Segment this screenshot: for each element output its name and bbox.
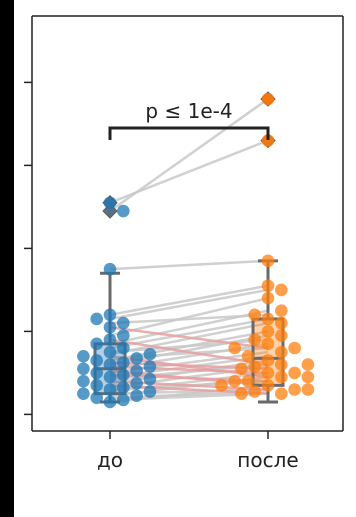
before-point-8 (90, 379, 103, 392)
before-point-9 (130, 376, 143, 390)
after-point-3 (275, 370, 288, 384)
before-point-16 (77, 362, 90, 376)
before-point-27 (103, 333, 117, 347)
after-point-19 (235, 362, 248, 376)
plot-area (77, 91, 315, 409)
pair-line-35 (109, 97, 269, 213)
significance-bracket (108, 126, 270, 141)
before-point-23 (143, 347, 157, 361)
after-point-28 (261, 291, 275, 305)
before-point-11 (143, 372, 157, 386)
x-tick-label-0: до (97, 448, 123, 472)
after-point-16 (261, 337, 275, 351)
before-point-14 (90, 366, 103, 380)
before-point-29 (103, 320, 117, 334)
before-point-24 (103, 345, 117, 359)
before-point-33 (103, 262, 117, 276)
before-point-35 (117, 204, 130, 218)
before-point-20 (90, 354, 103, 367)
x-axis: до после (32, 15, 343, 472)
after-point-4 (288, 383, 301, 396)
before-point-7 (117, 381, 130, 394)
pair-line-27 (109, 338, 269, 366)
before-point-31 (90, 312, 103, 326)
before-point-25 (117, 341, 130, 355)
y-axis (24, 16, 344, 431)
before-point-3 (130, 389, 143, 403)
after-point-25 (261, 312, 275, 326)
left-edge-bar (0, 0, 14, 517)
after-point-18 (275, 329, 288, 342)
pair-line-24 (109, 338, 269, 354)
x-tick-label-1: после (237, 448, 298, 472)
before-point-34 (103, 196, 117, 210)
after-point-32 (261, 279, 275, 293)
after-point-30 (248, 308, 261, 322)
before-point-26 (90, 337, 103, 351)
before-point-15 (130, 364, 143, 378)
pair-line-33 (109, 259, 269, 271)
before-point-18 (103, 358, 117, 371)
significance-label: p ≤ 1e-4 (145, 99, 232, 123)
after-point-15 (215, 379, 228, 392)
after-point-22 (301, 370, 315, 384)
after-point-35 (261, 92, 275, 106)
before-point-32 (103, 308, 117, 322)
after-point-7 (248, 360, 261, 373)
after-point-26 (275, 304, 288, 317)
pair-line-31 (109, 288, 269, 321)
after-point-34 (261, 134, 275, 147)
after-point-23 (275, 316, 288, 330)
after-point-8 (235, 387, 248, 400)
before-point-0 (103, 395, 117, 409)
pair-line-32 (109, 284, 269, 317)
before-point-6 (103, 383, 117, 396)
before-point-30 (117, 316, 130, 330)
before-point-1 (117, 393, 130, 407)
before-point-10 (77, 374, 90, 388)
after-point-0 (261, 379, 275, 392)
after-point-5 (261, 366, 275, 380)
after-point-17 (288, 366, 301, 380)
after-point-9 (261, 354, 275, 367)
before-point-19 (117, 356, 130, 369)
pair-line-28 (109, 296, 269, 337)
before-point-4 (77, 387, 90, 400)
before-point-21 (130, 352, 143, 365)
after-point-10 (301, 383, 315, 396)
after-point-11 (275, 358, 288, 371)
after-point-31 (275, 283, 288, 297)
before-point-5 (143, 385, 157, 398)
before-point-2 (90, 391, 103, 405)
after-point-2 (248, 385, 261, 398)
pair-line-29 (109, 326, 269, 350)
after-point-13 (228, 374, 242, 388)
after-point-27 (301, 358, 315, 371)
pair-line-30 (109, 313, 269, 325)
before-point-12 (103, 370, 117, 384)
before-point-13 (117, 368, 130, 382)
before-point-28 (117, 329, 130, 342)
significance-annotation: p ≤ 1e-4 (108, 99, 270, 141)
after-point-29 (228, 341, 242, 355)
after-point-12 (241, 350, 255, 363)
after-point-6 (241, 374, 255, 388)
after-point-14 (275, 345, 288, 359)
after-point-1 (275, 387, 288, 400)
before-point-22 (77, 350, 90, 363)
after-point-33 (261, 254, 275, 268)
before-point-17 (143, 360, 157, 373)
after-point-21 (288, 341, 301, 355)
after-point-24 (248, 333, 261, 347)
after-point-20 (261, 325, 275, 338)
